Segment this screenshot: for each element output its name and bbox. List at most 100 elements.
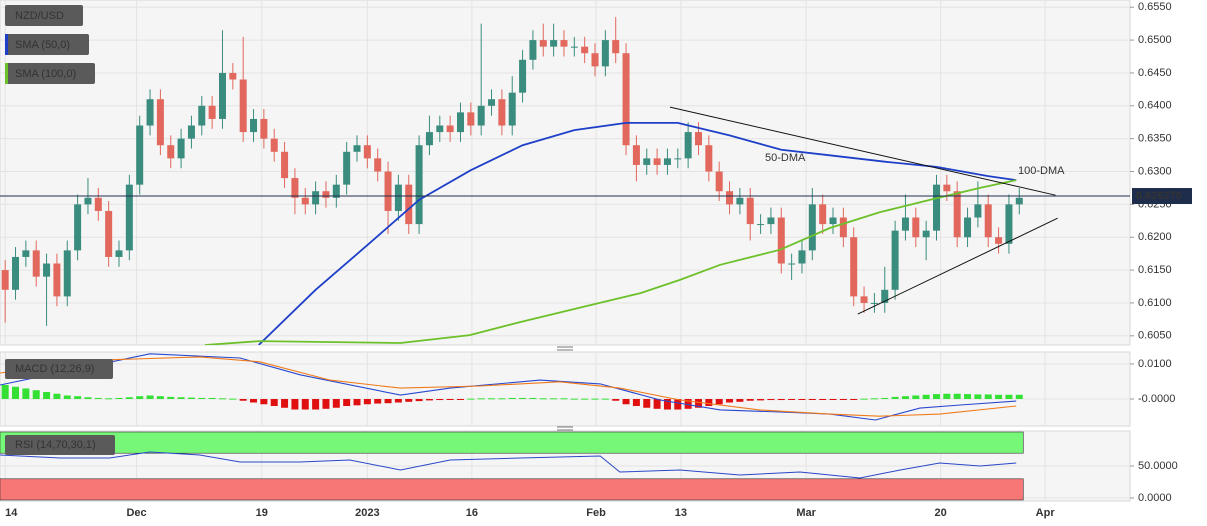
macd-histogram-bar <box>436 398 444 401</box>
candle-body <box>32 250 40 277</box>
candle-body <box>653 158 661 165</box>
candle-body <box>281 151 289 179</box>
candle-body <box>550 40 558 47</box>
macd-histogram-bar <box>550 398 558 400</box>
macd-histogram-bar <box>136 396 144 399</box>
macd-histogram-bar <box>746 398 754 401</box>
macd-histogram-bar <box>84 397 92 399</box>
x-tick-label: 2023 <box>355 507 379 519</box>
candle-body <box>343 151 351 185</box>
candle-body <box>798 250 806 264</box>
macd-histogram-bar <box>53 393 61 399</box>
candle-body <box>570 46 578 48</box>
candle-body <box>63 250 71 297</box>
macd-histogram-bar <box>529 397 537 399</box>
candle-body <box>663 158 671 165</box>
last-price-label: 0.626270 <box>1136 190 1182 202</box>
candle-body <box>767 217 775 225</box>
candle-body <box>901 217 909 231</box>
macd-histogram-bar <box>353 398 361 406</box>
candle-body <box>860 296 868 303</box>
x-tick-label: Dec <box>126 507 146 519</box>
macd-histogram-bar <box>1015 394 1023 399</box>
candle-body <box>891 230 899 290</box>
macd-histogram-bar <box>363 398 371 405</box>
resize-handle[interactable] <box>557 346 573 351</box>
candle-body <box>22 250 30 257</box>
macd-histogram-bar <box>1005 394 1013 399</box>
macd-histogram-bar <box>839 398 847 400</box>
candle-body <box>705 145 713 172</box>
macd-histogram-bar <box>260 398 268 405</box>
candle-body <box>384 171 392 211</box>
candle-body <box>498 99 506 126</box>
y-tick-label: 0.6450 <box>1138 67 1172 79</box>
candle-body <box>12 256 20 290</box>
candle-body <box>53 263 61 297</box>
candle-body <box>529 40 537 60</box>
sma-line <box>204 179 1017 345</box>
macd-histogram-bar <box>281 398 289 408</box>
candle-body <box>322 191 330 198</box>
panel-label-box <box>5 359 113 379</box>
macd-histogram-bar <box>726 398 734 403</box>
candle-body <box>136 125 144 185</box>
candle-body <box>332 184 340 198</box>
candle-body <box>94 197 102 211</box>
candle-body <box>301 197 309 205</box>
macd-histogram-bar <box>218 398 226 400</box>
macd-histogram-bar <box>984 394 992 399</box>
candle-body <box>477 105 485 126</box>
macd-histogram-bar <box>446 398 454 400</box>
macd-histogram-bar <box>684 398 692 409</box>
candle-body <box>84 197 92 205</box>
macd-histogram-bar <box>74 396 82 399</box>
macd-histogram-bar <box>374 398 382 404</box>
macd-histogram-bar <box>43 391 51 399</box>
candle-body <box>819 204 827 225</box>
macd-histogram-bar <box>384 398 392 404</box>
macd-histogram-bar <box>881 397 889 399</box>
candle-body <box>715 171 723 192</box>
candle-body <box>436 125 444 133</box>
candle-body <box>187 125 195 139</box>
y-tick-label: 50.0000 <box>1138 460 1178 472</box>
candle-body <box>912 217 920 238</box>
candle-body <box>74 204 82 251</box>
macd-histogram-bar <box>932 394 940 399</box>
macd-histogram-bar <box>901 396 909 399</box>
macd-histogram-bar <box>632 398 640 407</box>
candle-body <box>964 217 972 238</box>
macd-histogram-bar <box>601 398 609 400</box>
price-panel <box>0 0 1131 346</box>
macd-histogram-bar <box>105 398 113 400</box>
macd-histogram-bar <box>974 394 982 399</box>
macd-histogram-bar <box>643 398 651 408</box>
candle-body <box>839 217 847 238</box>
candle-body <box>218 72 226 119</box>
candle-body <box>808 204 816 251</box>
candle-body <box>446 125 454 133</box>
candle-body <box>922 230 930 238</box>
candle-body <box>105 210 113 257</box>
x-tick-label: Apr <box>1036 507 1056 519</box>
macd-histogram-bar <box>653 398 661 409</box>
macd-histogram-bar <box>322 398 330 409</box>
x-tick-label: 14 <box>5 507 18 519</box>
sma-line <box>258 122 1017 345</box>
resize-handle[interactable] <box>557 426 573 431</box>
chart-layer: 14 Dec 19 2023 16 Feb 13 Mar 20 Apr 0.6550 0.6500 0.… <box>0 0 1192 519</box>
candle-body <box>156 99 164 146</box>
macd-histogram-bar <box>757 398 765 401</box>
candle-body <box>995 237 1003 244</box>
candle-body <box>726 191 734 205</box>
macd-histogram-bar <box>612 398 620 401</box>
macd-histogram-bar <box>187 397 195 399</box>
macd-histogram-bar <box>239 398 247 401</box>
candle-body <box>374 158 382 172</box>
candle-body <box>643 158 651 165</box>
candle-body <box>684 132 692 159</box>
macd-histogram-bar <box>777 398 785 401</box>
candle-body <box>601 40 609 67</box>
